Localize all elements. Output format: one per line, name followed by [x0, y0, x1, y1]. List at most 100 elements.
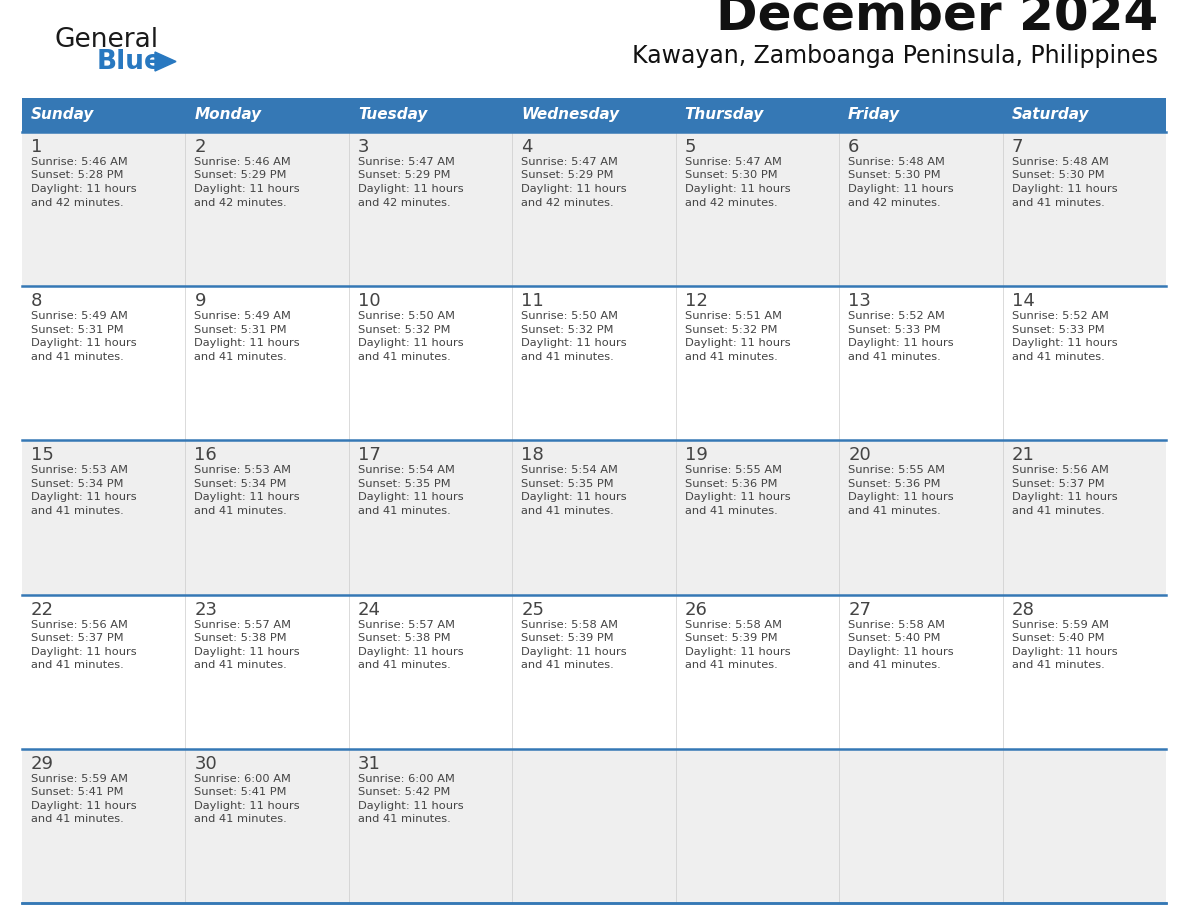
Text: Sunrise: 5:58 AM: Sunrise: 5:58 AM: [848, 620, 946, 630]
Text: Daylight: 11 hours: Daylight: 11 hours: [195, 800, 301, 811]
Bar: [676, 98, 839, 132]
Text: Daylight: 11 hours: Daylight: 11 hours: [31, 338, 137, 348]
Text: Daylight: 11 hours: Daylight: 11 hours: [522, 646, 627, 656]
Text: Daylight: 11 hours: Daylight: 11 hours: [195, 184, 301, 194]
Text: Daylight: 11 hours: Daylight: 11 hours: [1011, 184, 1117, 194]
Text: Sunrise: 5:56 AM: Sunrise: 5:56 AM: [31, 620, 128, 630]
Text: Sunrise: 5:49 AM: Sunrise: 5:49 AM: [31, 311, 128, 321]
Text: and 41 minutes.: and 41 minutes.: [684, 660, 777, 670]
Text: Daylight: 11 hours: Daylight: 11 hours: [358, 184, 463, 194]
Text: December 2024: December 2024: [715, 0, 1158, 40]
Text: Tuesday: Tuesday: [358, 106, 428, 121]
Text: 3: 3: [358, 138, 369, 156]
Text: and 42 minutes.: and 42 minutes.: [848, 197, 941, 207]
Text: 8: 8: [31, 292, 43, 310]
Bar: [23, 441, 1165, 595]
Text: Sunrise: 5:55 AM: Sunrise: 5:55 AM: [684, 465, 782, 476]
Text: Sunrise: 5:54 AM: Sunrise: 5:54 AM: [522, 465, 618, 476]
Text: and 41 minutes.: and 41 minutes.: [522, 506, 614, 516]
Text: Saturday: Saturday: [1011, 106, 1089, 121]
Text: Sunset: 5:29 PM: Sunset: 5:29 PM: [358, 171, 450, 181]
Text: 5: 5: [684, 138, 696, 156]
Text: Sunrise: 5:50 AM: Sunrise: 5:50 AM: [358, 311, 455, 321]
Text: Monday: Monday: [195, 106, 261, 121]
Text: and 41 minutes.: and 41 minutes.: [195, 660, 287, 670]
Text: 1: 1: [31, 138, 43, 156]
Text: 15: 15: [31, 446, 53, 465]
Text: Sunset: 5:31 PM: Sunset: 5:31 PM: [195, 325, 287, 335]
Text: and 41 minutes.: and 41 minutes.: [1011, 660, 1105, 670]
Bar: [23, 132, 1165, 286]
Text: 27: 27: [848, 600, 871, 619]
Text: 6: 6: [848, 138, 859, 156]
Text: Daylight: 11 hours: Daylight: 11 hours: [848, 184, 954, 194]
Text: Sunset: 5:29 PM: Sunset: 5:29 PM: [195, 171, 287, 181]
Text: 18: 18: [522, 446, 544, 465]
Bar: [1003, 98, 1165, 132]
Text: Sunset: 5:30 PM: Sunset: 5:30 PM: [848, 171, 941, 181]
Text: Blue: Blue: [97, 49, 163, 75]
Text: 2: 2: [195, 138, 206, 156]
Text: Daylight: 11 hours: Daylight: 11 hours: [31, 646, 137, 656]
Text: Sunrise: 6:00 AM: Sunrise: 6:00 AM: [358, 774, 455, 784]
Bar: [23, 749, 1165, 903]
Text: 24: 24: [358, 600, 381, 619]
Text: Sunrise: 5:46 AM: Sunrise: 5:46 AM: [195, 157, 291, 167]
Text: 4: 4: [522, 138, 532, 156]
Text: 28: 28: [1011, 600, 1035, 619]
Text: Sunset: 5:32 PM: Sunset: 5:32 PM: [684, 325, 777, 335]
Text: 13: 13: [848, 292, 871, 310]
Text: Sunrise: 5:51 AM: Sunrise: 5:51 AM: [684, 311, 782, 321]
Text: Daylight: 11 hours: Daylight: 11 hours: [195, 492, 301, 502]
Text: 17: 17: [358, 446, 380, 465]
Text: Sunrise: 5:53 AM: Sunrise: 5:53 AM: [31, 465, 128, 476]
Text: Kawayan, Zamboanga Peninsula, Philippines: Kawayan, Zamboanga Peninsula, Philippine…: [632, 44, 1158, 68]
Text: Sunrise: 5:48 AM: Sunrise: 5:48 AM: [1011, 157, 1108, 167]
Text: 25: 25: [522, 600, 544, 619]
Text: Sunset: 5:39 PM: Sunset: 5:39 PM: [522, 633, 614, 644]
Text: Sunrise: 5:54 AM: Sunrise: 5:54 AM: [358, 465, 455, 476]
Text: Sunset: 5:36 PM: Sunset: 5:36 PM: [848, 479, 941, 489]
Text: Sunrise: 5:47 AM: Sunrise: 5:47 AM: [684, 157, 782, 167]
Text: and 41 minutes.: and 41 minutes.: [195, 352, 287, 362]
Text: Sunrise: 6:00 AM: Sunrise: 6:00 AM: [195, 774, 291, 784]
Text: 23: 23: [195, 600, 217, 619]
Text: Sunset: 5:30 PM: Sunset: 5:30 PM: [684, 171, 777, 181]
Text: 14: 14: [1011, 292, 1035, 310]
Bar: [23, 595, 1165, 749]
Text: Sunset: 5:34 PM: Sunset: 5:34 PM: [31, 479, 124, 489]
Text: and 41 minutes.: and 41 minutes.: [848, 660, 941, 670]
Text: and 41 minutes.: and 41 minutes.: [31, 506, 124, 516]
Text: Sunrise: 5:55 AM: Sunrise: 5:55 AM: [848, 465, 946, 476]
Text: Sunset: 5:41 PM: Sunset: 5:41 PM: [31, 788, 124, 798]
Text: Sunrise: 5:57 AM: Sunrise: 5:57 AM: [195, 620, 291, 630]
Text: Daylight: 11 hours: Daylight: 11 hours: [684, 492, 790, 502]
Text: Sunset: 5:35 PM: Sunset: 5:35 PM: [358, 479, 450, 489]
Text: Sunrise: 5:53 AM: Sunrise: 5:53 AM: [195, 465, 291, 476]
Text: and 42 minutes.: and 42 minutes.: [195, 197, 287, 207]
Text: 29: 29: [31, 755, 53, 773]
Polygon shape: [154, 52, 176, 71]
Bar: [839, 98, 1003, 132]
Text: Sunset: 5:32 PM: Sunset: 5:32 PM: [522, 325, 614, 335]
Text: Sunset: 5:37 PM: Sunset: 5:37 PM: [1011, 479, 1104, 489]
Text: Daylight: 11 hours: Daylight: 11 hours: [358, 338, 463, 348]
Text: Sunrise: 5:47 AM: Sunrise: 5:47 AM: [358, 157, 455, 167]
Text: and 42 minutes.: and 42 minutes.: [684, 197, 777, 207]
Text: Sunset: 5:28 PM: Sunset: 5:28 PM: [31, 171, 124, 181]
Text: Daylight: 11 hours: Daylight: 11 hours: [358, 646, 463, 656]
Text: Sunrise: 5:47 AM: Sunrise: 5:47 AM: [522, 157, 618, 167]
Text: 10: 10: [358, 292, 380, 310]
Text: Daylight: 11 hours: Daylight: 11 hours: [31, 800, 137, 811]
Text: Sunset: 5:37 PM: Sunset: 5:37 PM: [31, 633, 124, 644]
Text: Sunrise: 5:46 AM: Sunrise: 5:46 AM: [31, 157, 128, 167]
Text: Sunset: 5:42 PM: Sunset: 5:42 PM: [358, 788, 450, 798]
Text: 30: 30: [195, 755, 217, 773]
Bar: [23, 98, 185, 132]
Text: Daylight: 11 hours: Daylight: 11 hours: [195, 338, 301, 348]
Text: and 41 minutes.: and 41 minutes.: [358, 506, 450, 516]
Bar: [512, 98, 676, 132]
Text: and 41 minutes.: and 41 minutes.: [522, 352, 614, 362]
Text: and 42 minutes.: and 42 minutes.: [31, 197, 124, 207]
Text: and 41 minutes.: and 41 minutes.: [195, 814, 287, 824]
